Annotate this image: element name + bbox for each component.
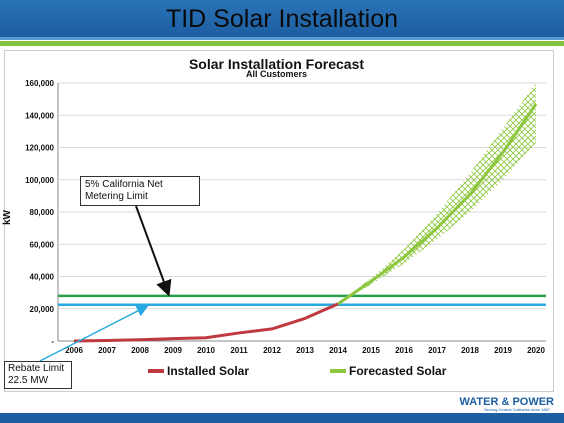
y-tick-label: 40,000 <box>30 273 55 282</box>
net-metering-callout: 5% California Net Metering Limit <box>80 176 200 206</box>
chart-title: Solar Installation Forecast <box>188 56 365 72</box>
legend-installed: Installed Solar <box>148 364 249 378</box>
x-tick-label: 2014 <box>329 346 347 355</box>
net-metering-text-2: Metering Limit <box>85 191 148 202</box>
forecasted-solar-line <box>337 103 538 306</box>
rebate-limit-arrow <box>39 305 149 362</box>
legend-forecast-swatch <box>330 369 346 373</box>
y-tick-label: - <box>51 337 54 346</box>
rebate-limit-text-2: 22.5 MW <box>8 375 49 386</box>
legend-installed-label: Installed Solar <box>167 364 250 378</box>
net-metering-text-1: 5% California Net <box>85 179 163 190</box>
x-tick-label: 2015 <box>362 346 380 355</box>
y-tick-label: 120,000 <box>25 144 54 153</box>
rebate-limit-text-1: Rebate Limit <box>8 363 65 374</box>
x-tick-label: 2006 <box>65 346 83 355</box>
chart-frame <box>4 50 554 392</box>
y-tick-label: 140,000 <box>25 111 54 120</box>
x-tick-label: 2016 <box>395 346 413 355</box>
slide-title: TID Solar Installation <box>165 5 399 33</box>
x-tick-label: 2010 <box>197 346 215 355</box>
y-tick-label: 80,000 <box>30 208 55 217</box>
net-metering-arrow <box>135 205 172 297</box>
legend-forecast: Forecasted Solar <box>330 364 446 378</box>
x-tick-label: 2017 <box>428 346 446 355</box>
company-logo: WATER & POWER <box>459 396 554 408</box>
x-tick-label: 2012 <box>263 346 281 355</box>
x-tick-label: 2018 <box>461 346 479 355</box>
legend-forecast-label: Forecasted Solar <box>349 364 447 378</box>
forecast-range-area <box>338 83 536 304</box>
footer-bar <box>0 413 564 423</box>
rebate-limit-callout: Rebate Limit 22.5 MW <box>4 361 72 389</box>
y-tick-label: 20,000 <box>30 305 55 314</box>
x-tick-label: 2020 <box>527 346 545 355</box>
slide-header: TID Solar Installation <box>0 0 564 40</box>
company-tagline: Serving Central California since 1887 <box>483 407 550 412</box>
y-tick-label: 60,000 <box>30 240 55 249</box>
y-tick-label: 100,000 <box>25 176 54 185</box>
x-tick-label: 2008 <box>131 346 149 355</box>
accent-rule <box>0 41 564 46</box>
x-tick-label: 2011 <box>230 346 248 355</box>
x-tick-label: 2013 <box>296 346 314 355</box>
x-tick-label: 2019 <box>494 346 512 355</box>
x-tick-label: 2007 <box>98 346 116 355</box>
chart-subtitle: All Customers <box>245 69 307 79</box>
x-tick-label: 2009 <box>164 346 182 355</box>
y-tick-label: 160,000 <box>25 79 54 88</box>
installed-solar-line <box>73 302 339 343</box>
legend-installed-swatch <box>148 369 164 373</box>
